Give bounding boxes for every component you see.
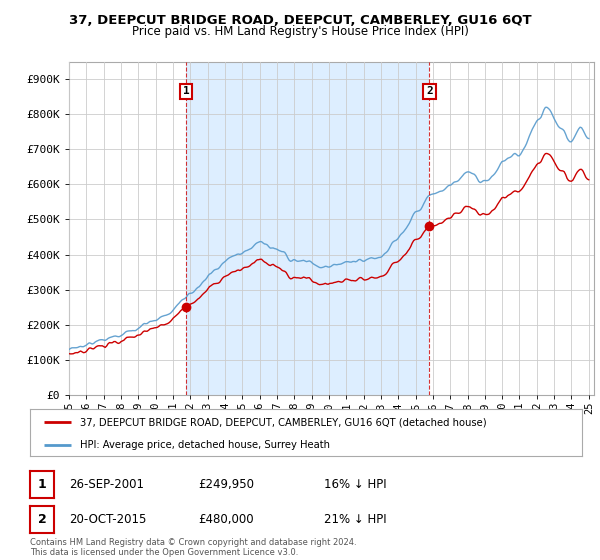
- Text: £249,950: £249,950: [198, 478, 254, 491]
- Text: 26-SEP-2001: 26-SEP-2001: [69, 478, 144, 491]
- Text: 2: 2: [38, 513, 46, 526]
- Text: 1: 1: [38, 478, 46, 491]
- Text: Price paid vs. HM Land Registry's House Price Index (HPI): Price paid vs. HM Land Registry's House …: [131, 25, 469, 38]
- Text: Contains HM Land Registry data © Crown copyright and database right 2024.
This d: Contains HM Land Registry data © Crown c…: [30, 538, 356, 557]
- Text: 16% ↓ HPI: 16% ↓ HPI: [324, 478, 386, 491]
- Text: 37, DEEPCUT BRIDGE ROAD, DEEPCUT, CAMBERLEY, GU16 6QT (detached house): 37, DEEPCUT BRIDGE ROAD, DEEPCUT, CAMBER…: [80, 417, 487, 427]
- Text: HPI: Average price, detached house, Surrey Heath: HPI: Average price, detached house, Surr…: [80, 440, 329, 450]
- Bar: [186, 62, 430, 395]
- Text: 2: 2: [426, 86, 433, 96]
- Text: 1: 1: [182, 86, 190, 96]
- Text: £480,000: £480,000: [198, 513, 254, 526]
- Text: 37, DEEPCUT BRIDGE ROAD, DEEPCUT, CAMBERLEY, GU16 6QT: 37, DEEPCUT BRIDGE ROAD, DEEPCUT, CAMBER…: [68, 14, 532, 27]
- Text: 21% ↓ HPI: 21% ↓ HPI: [324, 513, 386, 526]
- Text: 20-OCT-2015: 20-OCT-2015: [69, 513, 146, 526]
